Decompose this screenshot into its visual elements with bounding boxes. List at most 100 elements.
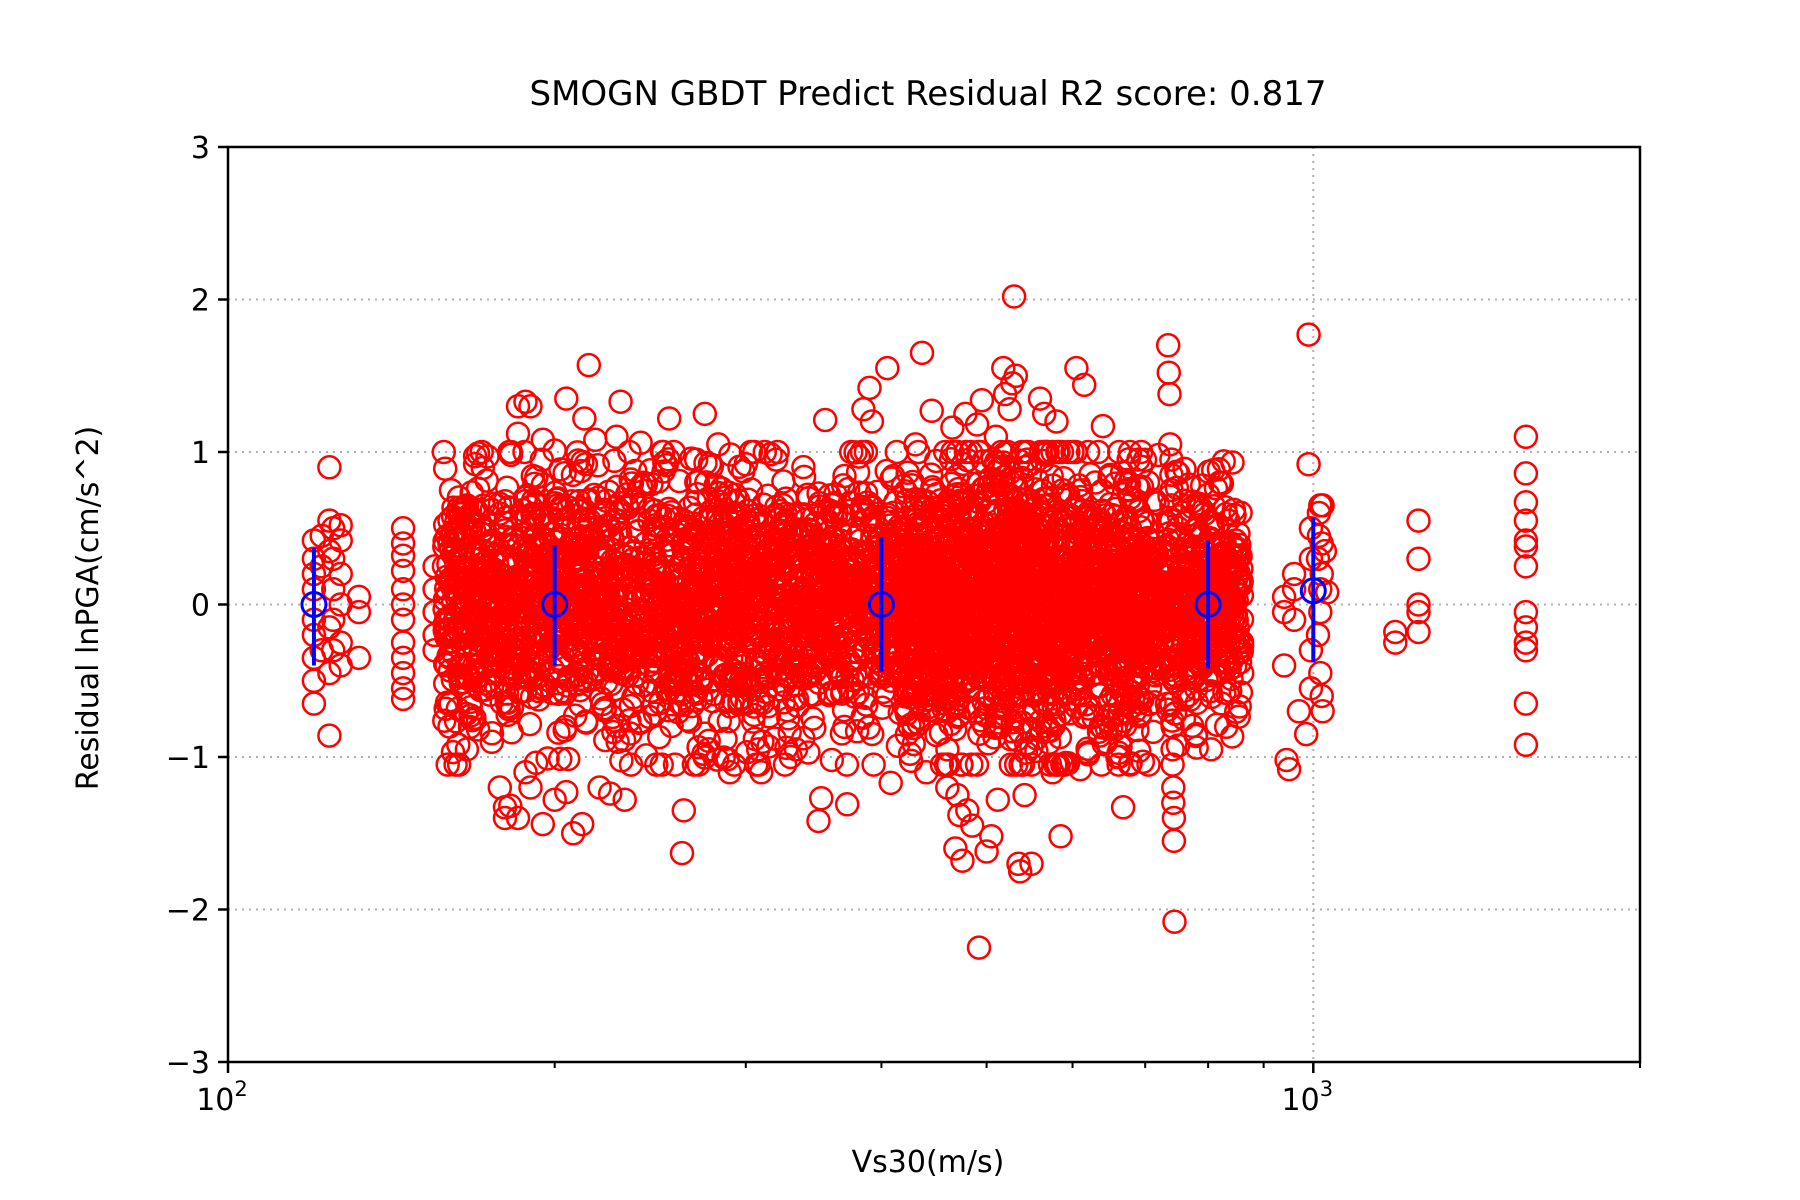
y-tick-label: 0 — [191, 589, 210, 624]
scatter-point — [390, 592, 416, 617]
dense-cloud-point — [817, 594, 843, 620]
dense-cloud-point — [898, 580, 924, 606]
dense-cloud-point — [894, 538, 920, 564]
dense-cloud-point — [1218, 542, 1243, 568]
dense-cloud-point — [950, 451, 976, 477]
dense-cloud-point — [462, 672, 488, 697]
scatter-point — [966, 935, 992, 960]
scatter-point — [1310, 699, 1335, 724]
dense-cloud-point — [906, 603, 932, 628]
dense-cloud-point — [1134, 626, 1160, 652]
dense-cloud-point — [441, 495, 466, 520]
dense-cloud-point — [775, 697, 800, 723]
dense-cloud-point — [1047, 724, 1073, 750]
scatter-point — [390, 630, 416, 655]
dense-cloud-point — [1169, 614, 1195, 639]
dense-cloud-point — [464, 569, 489, 595]
dense-cloud-point — [1026, 585, 1051, 611]
scatter-point — [1513, 638, 1539, 663]
dense-cloud-point — [741, 507, 767, 533]
dense-cloud-point — [617, 535, 643, 560]
dense-cloud-point — [834, 752, 860, 777]
dense-cloud-point — [544, 493, 570, 518]
dense-cloud-point — [735, 514, 761, 539]
dense-cloud-point — [1087, 507, 1113, 533]
dense-cloud-point — [1051, 466, 1076, 491]
scatter-point — [390, 676, 416, 701]
scatter-point — [1309, 683, 1334, 709]
scatter-point — [692, 401, 718, 427]
dense-cloud-point — [568, 458, 594, 484]
scatter-point — [479, 729, 505, 755]
scatter-point — [1513, 534, 1539, 559]
dense-cloud-point — [1013, 439, 1039, 465]
dense-cloud-point — [729, 667, 754, 693]
dense-cloud-point — [1076, 696, 1101, 721]
dense-cloud-point — [684, 629, 709, 654]
scatter-point — [1218, 554, 1244, 579]
scatter-point — [919, 398, 944, 424]
scatter-point — [834, 792, 860, 817]
scatter-point — [964, 412, 990, 437]
dense-cloud-point — [983, 449, 1009, 475]
scatter-point — [1281, 561, 1307, 587]
scatter-point — [320, 607, 346, 633]
dense-cloud-point — [1028, 644, 1054, 670]
scatter-point — [1224, 607, 1249, 633]
scatter-point — [437, 508, 462, 533]
scatter-point — [1048, 824, 1073, 849]
scatter-point — [1221, 497, 1247, 523]
scatter-point — [454, 493, 480, 518]
dense-cloud-point — [795, 517, 820, 542]
dense-cloud-point — [901, 731, 926, 757]
dense-cloud-point — [970, 521, 996, 546]
scatter-point — [1298, 638, 1324, 663]
scatter-point — [669, 840, 695, 866]
dense-cloud-point — [892, 574, 918, 600]
dense-cloud-point — [655, 503, 681, 529]
scatter-point — [328, 528, 353, 553]
scatter-point — [1159, 508, 1184, 533]
dense-cloud-point — [932, 439, 958, 465]
bin-mean-point — [1299, 577, 1327, 605]
dense-cloud-point — [720, 554, 746, 580]
dense-cloud-point — [525, 618, 551, 643]
dense-cloud-point — [546, 720, 571, 745]
dense-cloud-point — [701, 551, 726, 576]
y-tick-label: 3 — [191, 131, 210, 166]
dense-cloud-point — [1134, 634, 1160, 660]
dense-cloud-point — [892, 548, 918, 573]
dense-cloud-point — [463, 537, 488, 562]
scatter-point — [612, 787, 637, 812]
dense-cloud-point — [524, 465, 549, 490]
dense-cloud-point — [467, 512, 492, 538]
scatter-point — [1286, 699, 1312, 724]
dense-cloud-point — [688, 521, 713, 547]
scatter-point — [1157, 432, 1183, 457]
scatter-point — [1406, 508, 1431, 533]
dense-cloud-point — [645, 633, 671, 659]
scatter-point — [317, 723, 342, 748]
dense-cloud-point — [1042, 707, 1067, 733]
scatter-point — [914, 760, 939, 785]
scatter-point — [1001, 284, 1027, 309]
dense-cloud-point — [685, 618, 710, 644]
dense-cloud-point — [742, 439, 767, 465]
bin-mean-point — [867, 591, 895, 618]
scatter-point — [390, 660, 416, 686]
dense-cloud-point — [735, 556, 761, 581]
dense-cloud-point — [574, 488, 600, 513]
dense-cloud-point — [735, 614, 760, 639]
bin-mean-point — [541, 591, 569, 618]
dense-cloud-point — [1053, 750, 1079, 776]
dense-cloud-point — [803, 600, 828, 625]
dense-cloud-point — [1165, 594, 1190, 620]
scatter-point — [1160, 737, 1185, 762]
dense-cloud-point — [1102, 563, 1127, 589]
dense-cloud-point — [925, 528, 950, 553]
dense-cloud-point — [1025, 493, 1050, 519]
y-axis-label: Residual lnPGA(cm/s^2) — [71, 426, 106, 791]
dense-cloud-point — [925, 515, 950, 541]
dense-cloud-point — [1184, 690, 1210, 716]
dense-cloud-point — [1070, 565, 1096, 591]
